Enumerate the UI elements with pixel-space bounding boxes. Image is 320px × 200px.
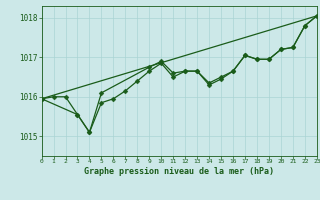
X-axis label: Graphe pression niveau de la mer (hPa): Graphe pression niveau de la mer (hPa)	[84, 167, 274, 176]
